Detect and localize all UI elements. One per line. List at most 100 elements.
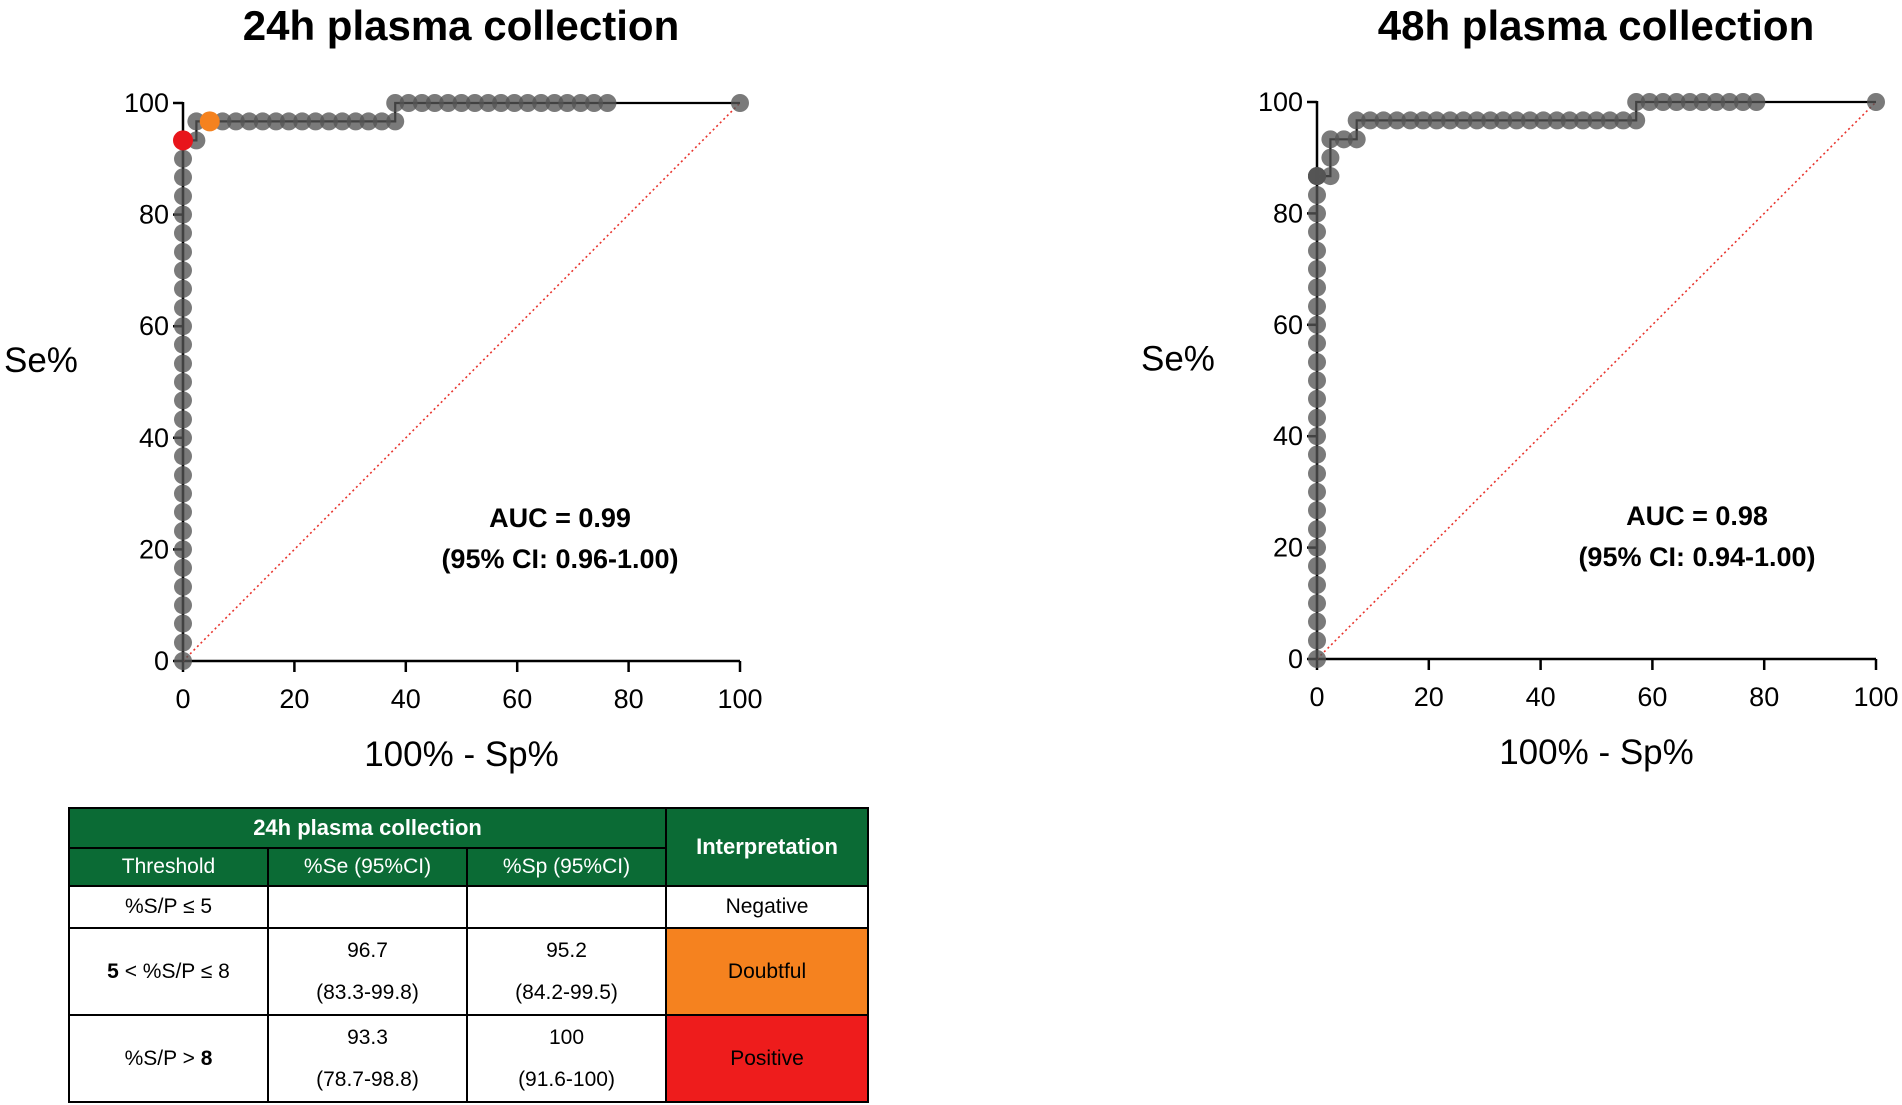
column-header-se: %Se (95%CI) xyxy=(267,847,468,887)
interpretation-positive: Positive xyxy=(665,1014,870,1103)
data-point xyxy=(267,112,286,131)
data-point xyxy=(1401,111,1420,130)
auc-annotation: AUC = 0.98 xyxy=(1626,501,1768,531)
data-point xyxy=(1720,93,1739,111)
data-point xyxy=(279,112,298,131)
data-point xyxy=(1494,111,1513,130)
data-point xyxy=(1308,408,1326,427)
se-cell: 93.3 (78.7-98.8) xyxy=(267,1014,468,1103)
data-point xyxy=(240,112,259,131)
data-point xyxy=(1627,111,1646,130)
data-point xyxy=(1520,111,1539,130)
data-point xyxy=(1308,520,1326,539)
y-tick-label: 60 xyxy=(1273,310,1303,340)
data-point xyxy=(1308,241,1326,260)
data-point xyxy=(174,187,192,206)
data-point xyxy=(253,112,272,131)
data-point xyxy=(1308,556,1326,575)
data-point xyxy=(174,279,192,298)
data-point xyxy=(1321,167,1340,186)
se-cell xyxy=(267,885,468,929)
data-point xyxy=(492,94,511,112)
data-point xyxy=(1627,93,1646,111)
data-point xyxy=(1308,315,1326,334)
data-point xyxy=(1308,445,1326,464)
data-point xyxy=(1547,111,1566,130)
reference-line xyxy=(1316,101,1877,660)
y-tick-label: 100 xyxy=(1258,87,1303,117)
sp-cell: 95.2 (84.2-99.5) xyxy=(465,927,668,1016)
data-point xyxy=(372,112,391,131)
data-point xyxy=(359,112,378,131)
chart-title: 48h plasma collection xyxy=(1378,2,1815,49)
data-point xyxy=(1427,111,1446,130)
data-point xyxy=(1454,111,1473,130)
table-row: 5 < %S/P ≤ 8 96.7 (83.3-99.8) 95.2 (84.2-9… xyxy=(68,927,870,1016)
interpretation-negative: Negative xyxy=(665,885,870,929)
column-header-threshold: Threshold xyxy=(68,847,269,887)
y-tick-label: 20 xyxy=(1273,533,1303,563)
data-point xyxy=(558,94,577,112)
data-point xyxy=(1707,93,1726,111)
data-point xyxy=(1308,389,1326,408)
data-point xyxy=(174,484,192,503)
data-point xyxy=(1308,371,1326,390)
roc-chart-48h: 48h plasma collection 0 20 40 60 80 100 0 20 40 60… xyxy=(951,0,1902,800)
data-point xyxy=(1308,538,1326,557)
auc-annotation: AUC = 0.99 xyxy=(489,503,631,533)
data-point xyxy=(412,94,431,112)
table-row: %S/P > 8 93.3 (78.7-98.8) 100 (91.6-100) P… xyxy=(68,1014,870,1103)
data-point xyxy=(174,261,192,280)
x-tick-label: 0 xyxy=(175,684,190,714)
data-point xyxy=(1308,575,1326,594)
auc-annotation: (95% CI: 0.94-1.00) xyxy=(1578,542,1815,572)
roc-plot: 48h plasma collection 0 20 40 60 80 100 0 20 40 60… xyxy=(1141,2,1899,772)
data-point xyxy=(386,112,405,131)
y-tick-label: 40 xyxy=(1273,421,1303,451)
data-point xyxy=(518,94,537,112)
data-point xyxy=(174,354,192,373)
data-point xyxy=(174,335,192,354)
data-point xyxy=(226,112,245,131)
x-axis-label: 100% - Sp% xyxy=(1499,733,1694,772)
column-header-sp: %Sp (95%CI) xyxy=(465,847,668,887)
data-point xyxy=(1308,334,1326,353)
x-tick-label: 20 xyxy=(1414,682,1444,712)
data-point xyxy=(1321,148,1340,167)
y-tick-label: 60 xyxy=(139,311,169,341)
data-point xyxy=(174,410,192,429)
data-point xyxy=(1640,93,1659,111)
y-tick-label: 40 xyxy=(139,423,169,453)
data-point xyxy=(174,149,192,168)
data-point xyxy=(1308,427,1326,446)
data-point xyxy=(1308,222,1326,241)
data-point xyxy=(319,112,338,131)
data-point xyxy=(465,94,484,112)
data-point xyxy=(174,540,192,559)
data-point xyxy=(1654,93,1673,111)
data-point xyxy=(174,633,192,652)
data-point xyxy=(399,94,418,112)
x-tick-label: 80 xyxy=(1749,682,1779,712)
reference-line xyxy=(182,102,741,662)
data-point xyxy=(1308,353,1326,372)
x-tick-label: 0 xyxy=(1309,682,1324,712)
roc-chart-24h: 24h plasma collection 0 20 40 60 80 100 0 20 40 60… xyxy=(0,0,951,800)
data-point xyxy=(174,521,192,540)
data-point xyxy=(174,614,192,633)
data-point xyxy=(1733,93,1752,111)
data-point xyxy=(1334,130,1353,149)
data-point xyxy=(174,577,192,596)
data-point xyxy=(333,112,352,131)
y-tick-label: 0 xyxy=(1288,644,1303,674)
data-point xyxy=(1600,111,1619,130)
data-point xyxy=(174,373,192,391)
data-point xyxy=(1481,111,1500,130)
data-point xyxy=(1308,260,1326,279)
data-point xyxy=(505,94,524,112)
data-point xyxy=(1308,297,1326,316)
data-point xyxy=(439,94,458,112)
table-title: 24h plasma collection xyxy=(67,807,668,849)
roc-plot: 24h plasma collection 0 20 40 60 80 100 0 20 40 60… xyxy=(4,2,763,774)
data-point xyxy=(174,168,192,187)
